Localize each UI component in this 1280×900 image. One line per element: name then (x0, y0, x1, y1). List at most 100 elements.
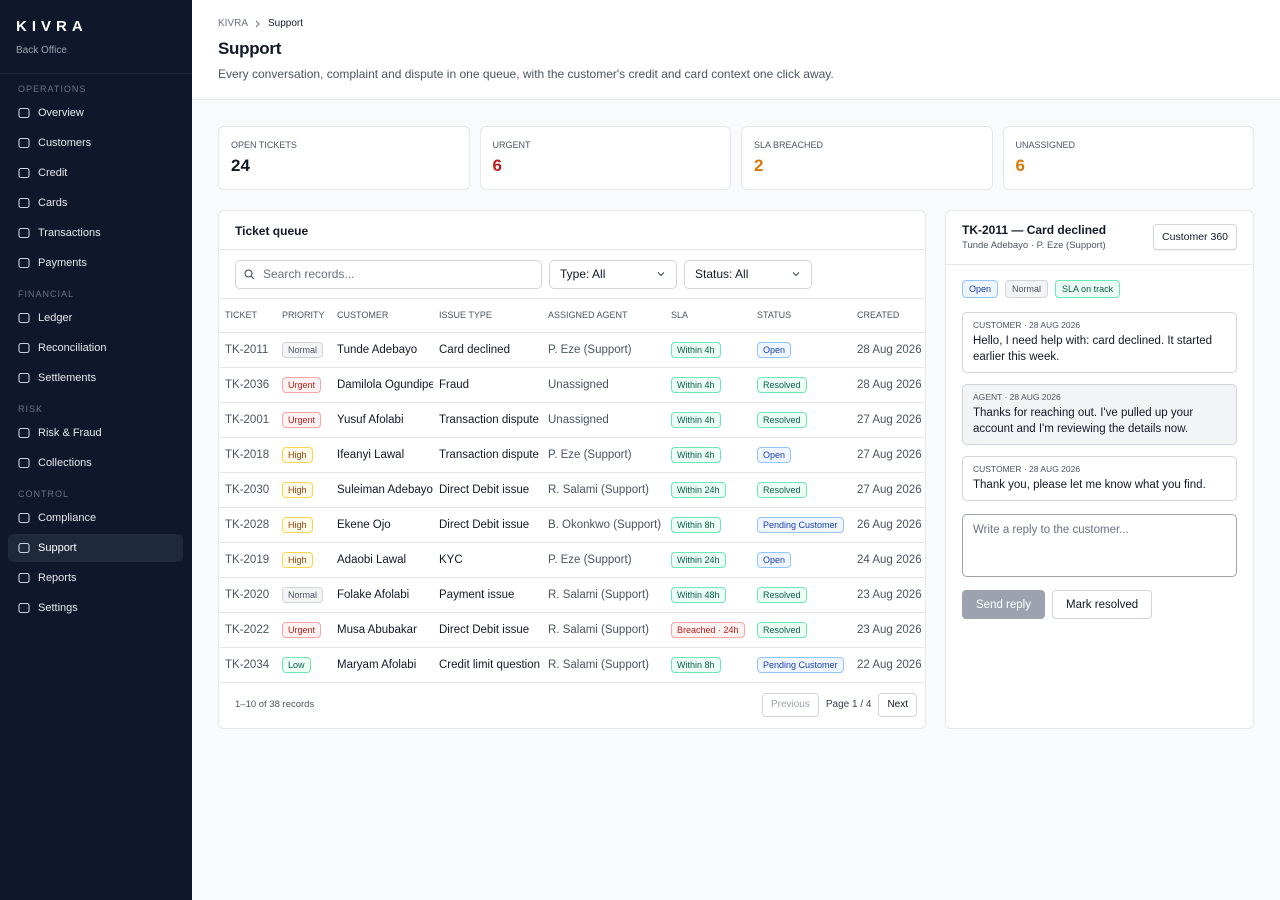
nav-icon (18, 342, 30, 354)
stat-label: UNASSIGNED (1015, 140, 1076, 150)
search-placeholder: Search records... (263, 267, 355, 281)
nav-item[interactable]: Settlements (8, 364, 183, 392)
nav-item[interactable]: Transactions (8, 219, 183, 247)
detail-subtitle: Tunde Adebayo · P. Eze (Support) (962, 240, 1106, 251)
nav-item[interactable]: Cards (8, 189, 183, 217)
ticket-row[interactable]: TK-2022 Urgent Musa Abubakar Direct Debit i… (219, 612, 925, 648)
ticket-row[interactable]: TK-2011 Normal Tunde Adebayo Card declined P… (219, 332, 925, 368)
nav-icon (18, 312, 30, 324)
cell-priority: High (276, 437, 331, 473)
nav-icon (18, 257, 30, 269)
nav-item[interactable]: Reconciliation (8, 334, 183, 362)
nav-icon (18, 542, 30, 554)
reply-input[interactable]: Write a reply to the customer... (962, 514, 1237, 577)
detail-title: TK-2011 — Card declined (962, 223, 1107, 237)
nav-item[interactable]: Reports (8, 564, 183, 592)
cell-ticket: TK-2036 (219, 367, 276, 403)
nav-item[interactable]: Collections (8, 449, 183, 477)
cell-issue: KYC (433, 542, 542, 578)
nav-item[interactable]: Settings (8, 594, 183, 622)
cell-sla: Within 4h (665, 437, 751, 473)
brand: KIVRA (16, 18, 88, 35)
stat-card: UNASSIGNED 6 (1002, 126, 1254, 190)
nav-item[interactable]: Customers (8, 129, 183, 157)
message: CUSTOMER · 28 AUG 2026 Hello, I need help… (962, 312, 1237, 373)
ticket-row[interactable]: TK-2030 High Suleiman Adebayo Direct Debit … (219, 472, 925, 508)
search-input[interactable]: Search records... (235, 259, 542, 289)
nav-item[interactable]: Credit (8, 159, 183, 187)
table-footer: 1–10 of 38 records Previous Page 1 / 4 N… (219, 683, 925, 717)
cell-agent: R. Salami (Support) (542, 472, 665, 508)
filter-select[interactable]: Type: All (549, 259, 677, 289)
priority-badge: Urgent (282, 411, 322, 428)
cell-priority: Normal (276, 332, 331, 368)
filter-select[interactable]: Status: All (684, 259, 812, 289)
cell-customer: Ekene Ojo (331, 507, 433, 543)
cell-priority: High (276, 542, 331, 578)
cell-issue: Payment issue (433, 577, 542, 613)
cell-status: Open (751, 542, 851, 578)
table-body: TK-2011 Normal Tunde Adebayo Card declined P… (219, 332, 925, 683)
stat-value: 6 (1015, 156, 1025, 175)
column-header: STATUS (751, 299, 851, 333)
ticket-row[interactable]: TK-2036 Urgent Damilola Ogundipe Fraud Unass… (219, 367, 925, 403)
priority-badge: Normal (282, 341, 324, 358)
cell-agent: P. Eze (Support) (542, 542, 665, 578)
nav-item[interactable]: Overview (8, 99, 183, 127)
nav-item[interactable]: Payments (8, 249, 183, 277)
tag: Open (962, 280, 999, 298)
tag: SLA on track (1055, 280, 1121, 298)
nav-icon (18, 137, 30, 149)
cell-customer: Damilola Ogundipe (331, 367, 433, 403)
dropdown-icon (792, 272, 800, 277)
cell-sla: Within 4h (665, 367, 751, 403)
nav-section: OPERATIONS (18, 84, 87, 94)
nav-icon (18, 512, 30, 524)
status-badge: Resolved (757, 621, 807, 638)
cell-ticket: TK-2019 (219, 542, 276, 578)
nav-icon (18, 197, 30, 209)
breadcrumb-link[interactable]: KIVRA (218, 18, 249, 29)
ticket-row[interactable]: TK-2019 High Adaobi Lawal KYC P. Eze (Suppor… (219, 542, 925, 578)
previous-button[interactable]: Previous (761, 692, 819, 717)
cell-ticket: TK-2020 (219, 577, 276, 613)
stat-card: OPEN TICKETS 24 (218, 126, 470, 190)
cell-issue: Direct Debit issue (433, 612, 542, 648)
nav-item[interactable]: Risk & Fraud (8, 419, 183, 447)
ticket-row[interactable]: TK-2020 Normal Folake Afolabi Payment issue… (219, 577, 925, 613)
cell-created: 23 Aug 2026 (851, 577, 925, 613)
column-header: CUSTOMER (331, 299, 433, 333)
actions: Send reply Mark resolved (946, 577, 1253, 619)
cell-ticket: TK-2018 (219, 437, 276, 473)
send-button[interactable]: Send reply (962, 590, 1045, 619)
nav-icon (18, 167, 30, 179)
cell-ticket: TK-2030 (219, 472, 276, 508)
nav-item[interactable]: Compliance (8, 504, 183, 532)
page-title: Support (218, 39, 282, 58)
resolve-button[interactable]: Mark resolved (1051, 590, 1153, 619)
priority-badge: High (282, 481, 313, 498)
tags: Open Normal SLA on track (946, 265, 1253, 298)
ticket-row[interactable]: TK-2001 Urgent Yusuf Afolabi Transaction di… (219, 402, 925, 438)
page-indicator: Page 1 / 4 (825, 699, 872, 710)
next-button[interactable]: Next (878, 692, 917, 717)
ticket-row[interactable]: TK-2034 Low Maryam Afolabi Credit limit que… (219, 647, 925, 683)
customer-360-button[interactable]: Customer 360 (1153, 224, 1237, 250)
cell-sla: Within 4h (665, 332, 751, 368)
cell-priority: Urgent (276, 402, 331, 438)
ticket-row[interactable]: TK-2018 High Ifeanyi Lawal Transaction disp… (219, 437, 925, 473)
search-icon (244, 269, 255, 279)
nav-item[interactable]: Ledger (8, 304, 183, 332)
nav-item[interactable]: Support (8, 534, 183, 562)
cell-agent: R. Salami (Support) (542, 612, 665, 648)
cell-status: Resolved (751, 577, 851, 613)
message-text: Thanks for reaching out. I've pulled up … (973, 407, 1194, 435)
stat-card: SLA BREACHED 2 (741, 126, 993, 190)
nav-icon (18, 107, 30, 119)
column-header: ISSUE TYPE (433, 299, 542, 333)
cell-created: 28 Aug 2026 (851, 367, 925, 403)
column-header: PRIORITY (276, 299, 331, 333)
nav-label: Reports (38, 572, 77, 584)
ticket-row[interactable]: TK-2028 High Ekene Ojo Direct Debit issue B.… (219, 507, 925, 543)
panel-title: Ticket queue (219, 211, 925, 250)
